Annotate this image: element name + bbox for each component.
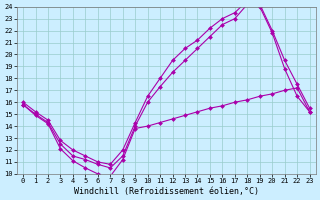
X-axis label: Windchill (Refroidissement éolien,°C): Windchill (Refroidissement éolien,°C): [74, 187, 259, 196]
